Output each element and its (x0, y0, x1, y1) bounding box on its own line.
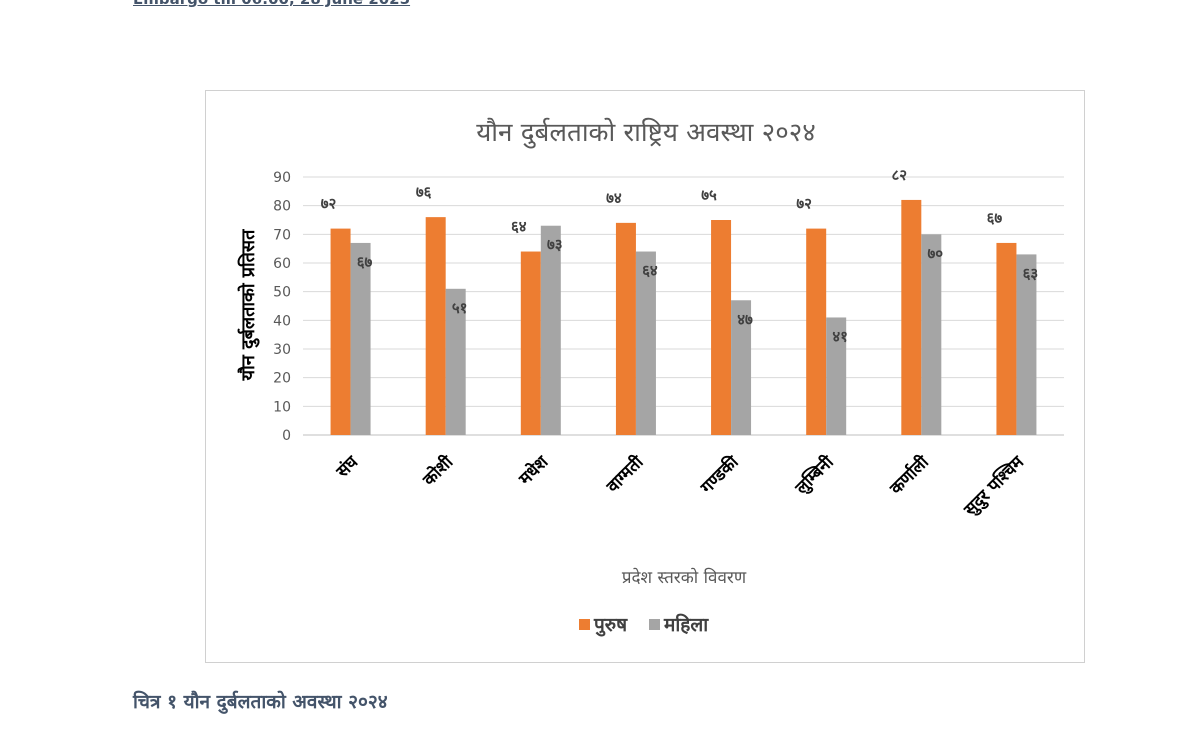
bar-chart: यौन दुर्बलताको राष्ट्रिय अवस्था २०२४ 0 10… (237, 117, 1064, 637)
chart-title: यौन दुर्बलताको राष्ट्रिय अवस्था २०२४ (476, 117, 816, 149)
data-label: ६७ (357, 253, 373, 271)
bar-series-2 (445, 288, 466, 435)
y-tick-label: 10 (273, 399, 291, 415)
bar-series-1 (901, 199, 922, 435)
figure-caption: चित्र १ यौन दुर्बलताको अवस्था २०२४ (133, 691, 388, 713)
data-label: ६४ (642, 262, 658, 280)
data-label: ६७ (987, 209, 1003, 227)
x-tick-label: संघ (332, 452, 363, 483)
data-label: ६३ (1023, 264, 1039, 282)
x-tick-label: वाग्मती (602, 451, 648, 497)
legend-label: पुरुष (593, 614, 628, 637)
data-label: ४१ (832, 327, 848, 345)
bar-series-1 (806, 228, 827, 435)
y-tick-label: 40 (273, 313, 291, 329)
bar-series-1 (615, 222, 636, 435)
bar-series-2 (635, 251, 656, 435)
bars (330, 199, 1037, 435)
data-label: ७३ (547, 236, 563, 254)
bar-series-1 (711, 220, 732, 435)
legend: पुरुष महिला (579, 613, 709, 637)
y-tick-label: 30 (273, 342, 291, 358)
y-axis: 0 10 20 30 40 50 60 70 80 90 (273, 170, 291, 444)
x-tick-label: मधेश (514, 451, 553, 490)
data-label: ७२ (321, 195, 337, 213)
data-label: ६४ (511, 218, 527, 236)
bar-series-1 (425, 217, 446, 435)
data-labels: ७२ ६७ ७६ ५१ ६४ ७३ ७४ ६४ ७५ ४७ ७२ ४१ ८२ ७० ६७ ६३ (321, 166, 1038, 346)
data-label: ७५ (701, 186, 717, 204)
embargo-note: Embargo till 06:00, 28 June 2025 (133, 0, 410, 8)
x-tick-label: गण्डकी (696, 451, 743, 498)
bar-series-2 (350, 242, 371, 435)
legend-label: महिला (663, 613, 709, 636)
x-tick-label: सुदुर पश्चिम (959, 451, 1029, 521)
data-label: ७२ (796, 195, 812, 213)
bar-series-2 (1016, 254, 1037, 435)
y-tick-label: 20 (273, 371, 291, 387)
data-label: ८२ (892, 166, 908, 184)
legend-swatch (649, 619, 660, 630)
y-tick-label: 0 (282, 428, 291, 444)
x-tick-label: लुम्बिनी (790, 451, 838, 499)
y-tick-label: 80 (273, 199, 291, 215)
y-axis-title: यौन दुर्बलताको प्रतिसत (237, 229, 260, 381)
bar-series-1 (996, 242, 1017, 435)
x-tick-label: कोशी (418, 451, 458, 491)
y-tick-label: 70 (273, 227, 291, 243)
bar-series-2 (826, 317, 847, 435)
y-tick-label: 90 (273, 170, 291, 186)
x-tick-label: कर्णाली (885, 451, 933, 499)
x-axis-title: प्रदेश स्तरको विवरण (622, 567, 747, 588)
bar-series-1 (520, 251, 541, 435)
bar-series-2 (540, 225, 561, 435)
chart-frame: यौन दुर्बलताको राष्ट्रिय अवस्था २०२४ 0 10… (205, 90, 1085, 663)
bar-series-2 (921, 234, 942, 435)
data-label: ७४ (606, 189, 622, 207)
y-tick-label: 60 (273, 256, 291, 272)
y-tick-label: 50 (273, 285, 291, 301)
data-label: ५१ (452, 299, 468, 317)
data-label: ७६ (416, 183, 432, 201)
x-axis: संघ कोशी मधेश वाग्मती गण्डकी लुम्बिनी कर्णाली स… (332, 451, 1029, 522)
bar-series-2 (731, 300, 752, 435)
gridlines (303, 176, 1064, 436)
bar-series-1 (330, 228, 351, 435)
legend-swatch (579, 619, 590, 630)
data-label: ७० (928, 244, 944, 262)
data-label: ४७ (737, 310, 753, 328)
